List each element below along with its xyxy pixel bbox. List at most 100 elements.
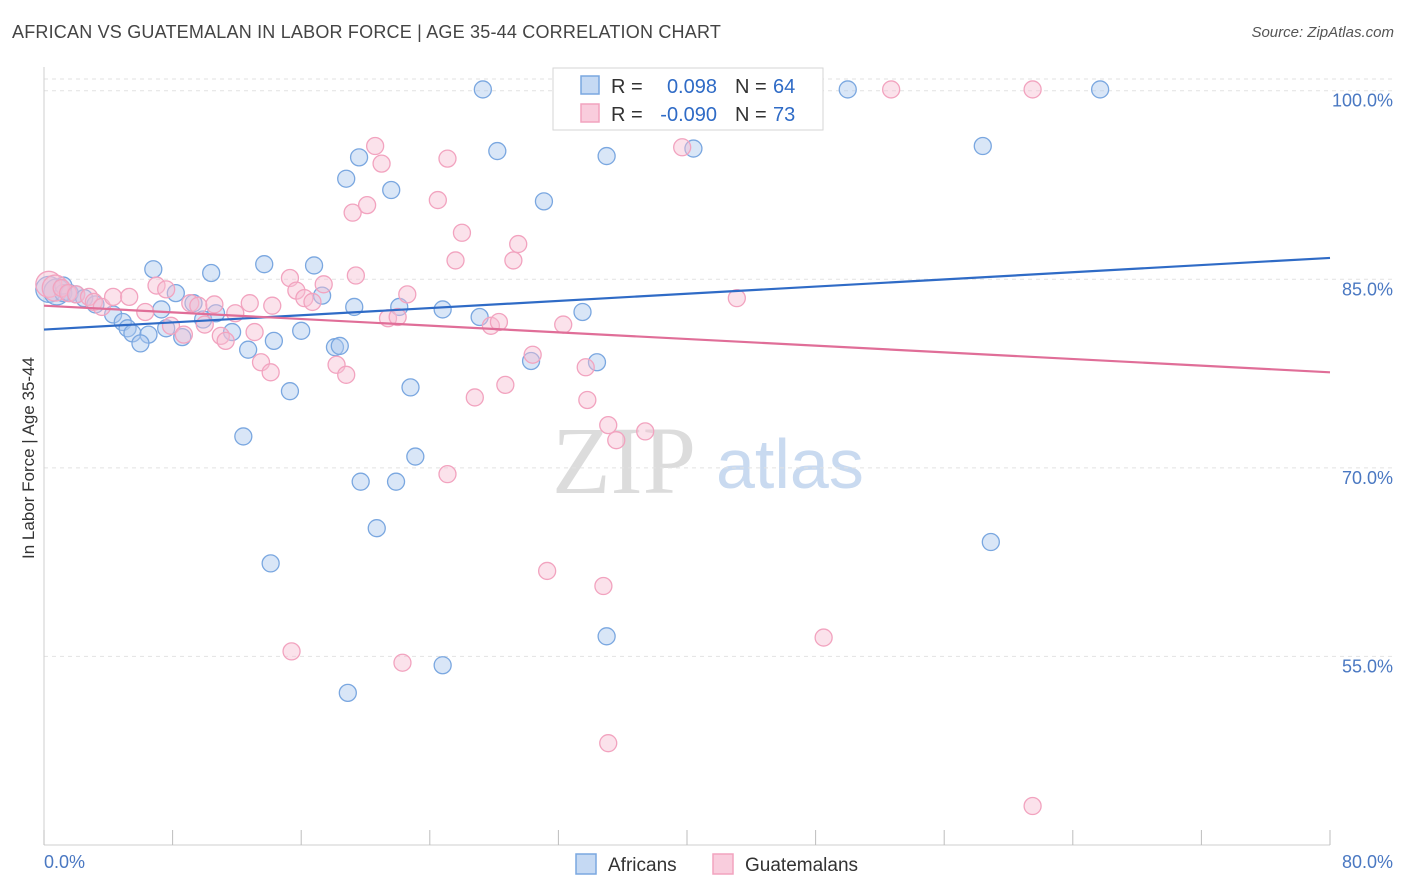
point-guatemalans xyxy=(388,307,407,327)
point-africans xyxy=(488,141,507,161)
point-guatemalans xyxy=(216,331,235,351)
point-africans xyxy=(573,302,592,322)
point-guatemalans xyxy=(594,576,613,596)
trend-line-africans xyxy=(43,256,1331,331)
point-guatemalans xyxy=(174,325,194,344)
point-guatemalans xyxy=(509,234,528,254)
point-guatemalans xyxy=(314,275,333,294)
point-guatemalans xyxy=(599,415,618,435)
point-guatemalans xyxy=(41,274,69,302)
point-guatemalans xyxy=(346,266,366,285)
watermark-atlas: atlas xyxy=(716,425,864,503)
point-guatemalans xyxy=(372,154,391,173)
point-africans xyxy=(473,80,492,99)
point-africans xyxy=(433,656,452,675)
bottom-legend-swatch-guatemalans xyxy=(712,853,734,875)
point-guatemalans xyxy=(103,287,123,307)
bottom-legend-label-guatemalans: Guatemalans xyxy=(745,855,858,876)
point-africans xyxy=(152,300,171,319)
x-tick-label-min: 0.0% xyxy=(44,852,85,872)
point-guatemalans xyxy=(303,292,322,312)
legend-r-value-africans: 0.098 xyxy=(667,76,717,98)
point-guatemalans xyxy=(496,375,515,395)
point-guatemalans xyxy=(727,288,746,308)
point-guatemalans xyxy=(452,223,472,242)
point-africans xyxy=(239,340,258,359)
points-layer xyxy=(35,80,1110,816)
bottom-legend-swatch-africans xyxy=(575,853,597,875)
legend-r-label-africans: R = xyxy=(611,76,643,98)
point-africans xyxy=(144,260,163,279)
legend-swatch-africans xyxy=(580,75,600,95)
point-africans xyxy=(131,334,150,353)
point-guatemalans xyxy=(120,287,139,307)
point-guatemalans xyxy=(438,149,457,168)
y-tick-label: 55.0% xyxy=(1342,656,1393,676)
point-africans xyxy=(1090,80,1110,99)
point-guatemalans xyxy=(245,322,264,342)
point-guatemalans xyxy=(189,296,208,315)
point-guatemalans xyxy=(261,363,280,382)
point-africans xyxy=(338,683,357,703)
point-guatemalans xyxy=(438,464,457,484)
point-africans xyxy=(838,80,857,99)
trend-line-guatemalans xyxy=(43,304,1331,374)
point-guatemalans xyxy=(523,345,542,364)
point-guatemalans xyxy=(465,388,484,407)
legend-n-label-africans: N = xyxy=(735,76,767,98)
point-guatemalans xyxy=(537,561,557,581)
point-guatemalans xyxy=(337,365,356,384)
point-africans xyxy=(351,472,370,491)
point-africans xyxy=(981,532,1000,552)
point-africans xyxy=(406,447,425,466)
point-guatemalans xyxy=(263,296,282,315)
point-africans xyxy=(292,321,311,340)
point-guatemalans xyxy=(343,203,362,222)
point-africans xyxy=(312,286,332,305)
point-guatemalans xyxy=(578,390,597,410)
point-guatemalans xyxy=(446,251,465,270)
point-guatemalans xyxy=(398,285,417,304)
point-guatemalans xyxy=(607,431,626,450)
point-africans xyxy=(280,382,300,401)
point-africans xyxy=(349,148,369,167)
point-guatemalans xyxy=(489,312,509,332)
point-africans xyxy=(261,554,280,573)
point-africans xyxy=(234,427,253,446)
legend-r-value-guatemalans: -0.090 xyxy=(660,104,717,126)
point-guatemalans xyxy=(393,653,412,672)
chart-source: Source: ZipAtlas.com xyxy=(1251,24,1394,41)
point-africans xyxy=(264,331,284,351)
point-africans xyxy=(597,627,616,646)
point-africans xyxy=(202,263,221,283)
point-africans xyxy=(382,180,401,200)
y-tick-label: 100.0% xyxy=(1332,91,1393,111)
point-africans xyxy=(401,378,420,397)
y-tick-label: 70.0% xyxy=(1342,468,1393,488)
legend[interactable]: R = 0.098 N = 64 R = -0.090 N = 73 xyxy=(552,67,824,131)
point-guatemalans xyxy=(147,276,166,295)
point-africans xyxy=(367,519,386,538)
y-tick-label: 85.0% xyxy=(1342,279,1393,299)
legend-swatch-guatemalans xyxy=(580,103,600,123)
point-guatemalans xyxy=(576,358,595,377)
point-africans xyxy=(166,283,185,303)
point-guatemalans xyxy=(282,642,301,661)
point-africans xyxy=(255,255,274,274)
point-guatemalans xyxy=(882,80,901,99)
point-guatemalans xyxy=(240,294,259,313)
point-guatemalans xyxy=(554,315,573,334)
point-africans xyxy=(597,146,616,166)
point-africans xyxy=(973,136,992,156)
bottom-legend-label-africans: Africans xyxy=(608,855,677,876)
point-guatemalans xyxy=(205,295,224,314)
legend-n-value-africans: 64 xyxy=(773,76,795,98)
bottom-legend[interactable]: Africans Guatemalans xyxy=(575,853,858,876)
point-guatemalans xyxy=(814,628,833,647)
point-guatemalans xyxy=(504,251,523,270)
point-guatemalans xyxy=(1023,796,1042,816)
point-africans xyxy=(330,336,349,356)
watermark: ZIP atlas xyxy=(552,407,864,514)
point-guatemalans xyxy=(357,195,377,215)
point-guatemalans xyxy=(226,304,245,323)
